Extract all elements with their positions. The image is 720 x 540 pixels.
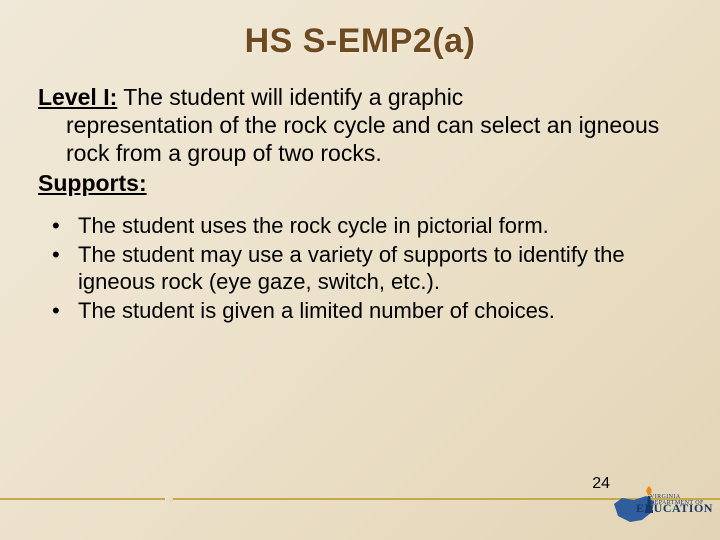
body-block: Level I: The student will identify a gra… bbox=[38, 83, 682, 325]
level-text-line1: The student will identify a graphic bbox=[117, 84, 463, 110]
list-item: The student uses the rock cycle in picto… bbox=[38, 213, 682, 240]
bullet-text: The student is given a limited number of… bbox=[78, 298, 555, 323]
bullet-list: The student uses the rock cycle in picto… bbox=[38, 213, 682, 324]
supports-label: Supports: bbox=[38, 170, 147, 196]
page-number: 24 bbox=[592, 475, 610, 493]
level-text-rest: representation of the rock cycle and can… bbox=[38, 111, 682, 167]
vdoe-logo: VIRGINIA DEPARTMENT OF EDUCATION bbox=[612, 486, 712, 534]
bullet-text: The student uses the rock cycle in picto… bbox=[78, 213, 549, 238]
level-label: Level I: bbox=[38, 84, 117, 110]
logo-line2: EDUCATION bbox=[636, 501, 713, 516]
list-item: The student is given a limited number of… bbox=[38, 298, 682, 325]
slide-title: HS S-EMP2(a) bbox=[38, 22, 682, 61]
slide: HS S-EMP2(a) Level I: The student will i… bbox=[0, 0, 720, 540]
level-paragraph: Level I: The student will identify a gra… bbox=[38, 83, 682, 167]
list-item: The student may use a variety of support… bbox=[38, 242, 682, 296]
supports-line: Supports: bbox=[38, 169, 682, 197]
bullet-text: The student may use a variety of support… bbox=[78, 242, 625, 294]
